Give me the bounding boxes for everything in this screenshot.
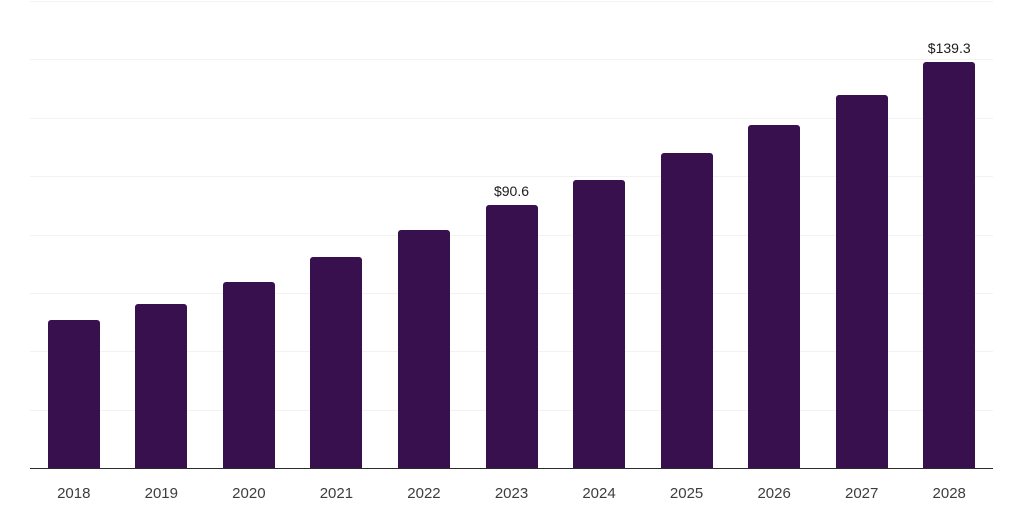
x-axis-label-2028: 2028 [932,485,966,502]
bar-2019[interactable] [135,303,188,469]
bar-2021[interactable] [310,256,363,469]
x-axis-label-2018: 2018 [57,485,91,502]
x-axis-label-2022: 2022 [407,485,441,502]
bar-2018[interactable] [47,319,100,469]
bar-2027[interactable] [835,94,888,469]
bar-2028[interactable] [923,62,976,469]
plot-area: 2018 2019 2020 2021 2022 $90.6 2023 2024 2025 202… [30,1,993,502]
x-axis-label-2021: 2021 [319,485,354,502]
x-axis-label-2019: 2019 [144,485,178,502]
gridline-140 [30,59,993,61]
x-axis-line [30,468,993,469]
data-label-2028: $139.3 [927,40,971,57]
bar-2025[interactable] [660,152,713,469]
bar-2023[interactable] [485,204,538,469]
x-axis-label-2020: 2020 [232,485,266,502]
data-label-2023: $90.6 [493,182,530,199]
gridline-120 [30,117,993,119]
bar-2026[interactable] [748,124,801,469]
bar-2024[interactable] [573,180,626,469]
x-axis-label-2027: 2027 [844,485,879,502]
x-axis-label-2025: 2025 [669,485,704,502]
bar-2022[interactable] [397,229,450,469]
gridline-160 [30,1,993,2]
bar-2020[interactable] [222,281,275,469]
x-axis-label-2024: 2024 [582,485,616,502]
x-axis-label-2023: 2023 [494,485,529,502]
x-axis-label-2026: 2026 [757,485,791,502]
gridline-100 [30,176,993,178]
